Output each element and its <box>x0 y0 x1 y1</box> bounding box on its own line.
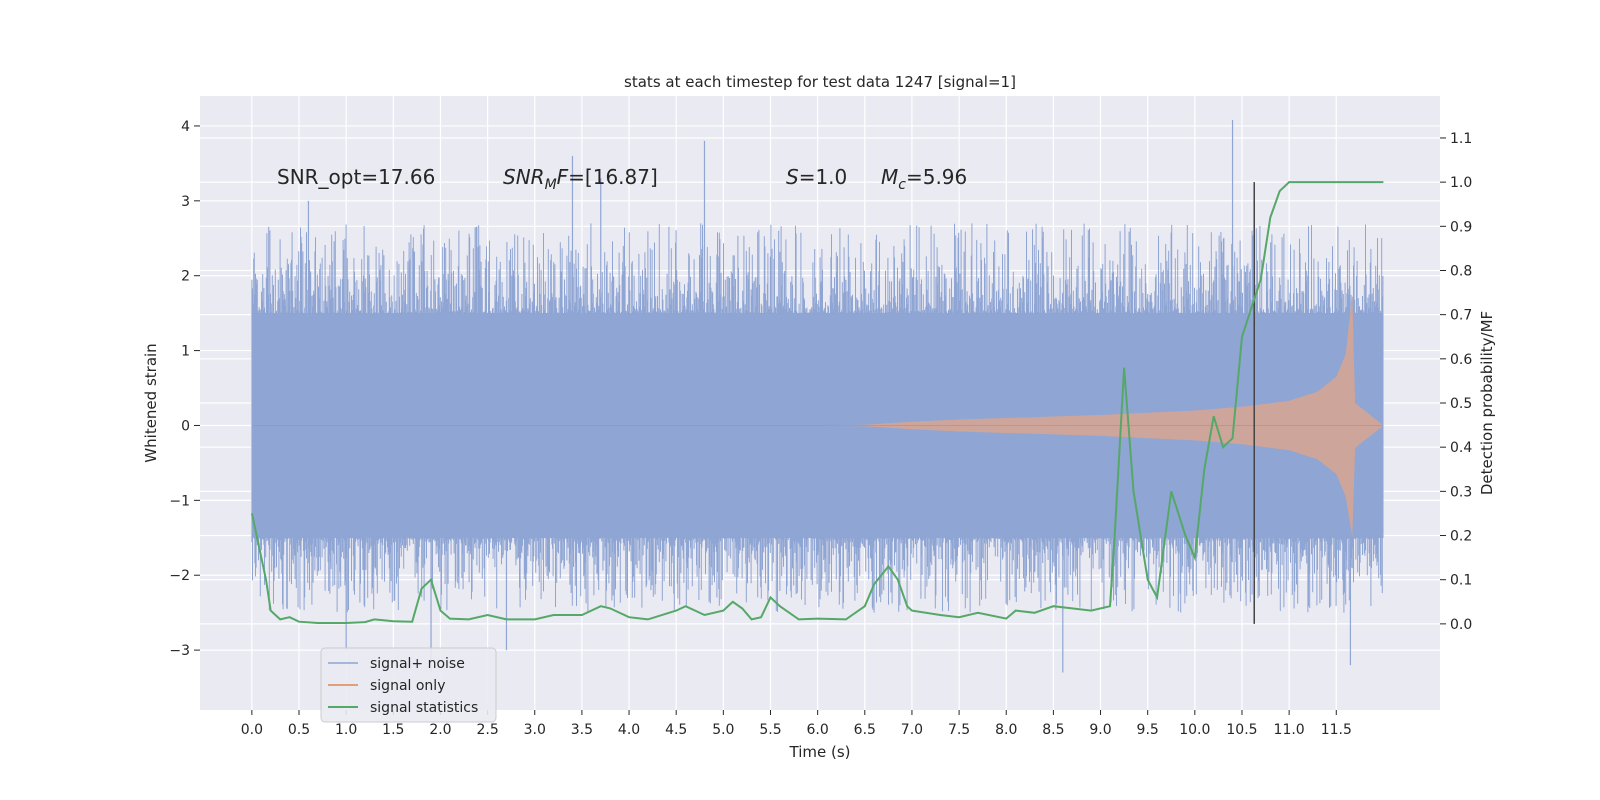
x-tick-label: 3.5 <box>571 722 593 738</box>
x-tick-label: 3.0 <box>524 722 546 738</box>
annotation-snr-opt: SNR_opt=17.66 <box>277 165 435 189</box>
x-tick-label: 11.0 <box>1274 722 1305 738</box>
y2-tick-label: 0.0 <box>1450 617 1472 633</box>
y2-tick-label: 0.5 <box>1450 396 1472 412</box>
y-tick-label: −3 <box>169 643 190 659</box>
y-tick-label: 0 <box>181 418 190 434</box>
legend: signal+ noise signal only signal statistic… <box>320 647 497 723</box>
x-tick-label: 2.5 <box>476 722 498 738</box>
x-tick-label: 5.5 <box>759 722 781 738</box>
y2-tick-label: 0.8 <box>1450 263 1472 279</box>
y-axis-title: Whitened strain <box>142 343 160 462</box>
x-tick-label: 4.0 <box>618 722 640 738</box>
y2-tick-label: 1.1 <box>1450 131 1472 147</box>
y-tick-label: 4 <box>181 119 190 135</box>
legend-label: signal only <box>370 678 445 694</box>
y2-tick-label: 0.7 <box>1450 308 1472 324</box>
legend-label: signal+ noise <box>370 656 465 672</box>
x-tick-label: 11.5 <box>1321 722 1352 738</box>
x-tick-label: 8.0 <box>995 722 1017 738</box>
y2-tick-label: 0.4 <box>1450 440 1472 456</box>
x-tick-label: 6.5 <box>854 722 876 738</box>
y-tick-label: 3 <box>181 194 190 210</box>
chart-title: stats at each timestep for test data 124… <box>624 73 1016 91</box>
x-axis-title: Time (s) <box>789 743 851 761</box>
y-axis-ticks: −3 −2 −1 0 1 2 3 4 <box>169 119 200 659</box>
annotation-snr-mf: SNRMF=[16.87] <box>503 165 658 193</box>
y2-tick-label: 0.1 <box>1450 573 1472 589</box>
x-tick-label: 7.5 <box>948 722 970 738</box>
x-axis-ticks: 0.0 0.5 1.0 1.5 2.0 2.5 3.0 3.5 4.0 4.5 5.0 5.5 6.0 6… <box>241 710 1352 738</box>
y-tick-label: 2 <box>181 269 190 285</box>
signal-envelope <box>251 294 1384 537</box>
x-tick-label: 0.0 <box>241 722 263 738</box>
statistic-line <box>250 181 1384 624</box>
annotation-mc: Mc=5.96 <box>881 165 967 193</box>
y2-tick-label: 0.3 <box>1450 484 1472 500</box>
statistic-series <box>250 181 1384 624</box>
y2-tick-label: 0.6 <box>1450 352 1472 368</box>
x-tick-label: 7.0 <box>901 722 923 738</box>
y-tick-label: −1 <box>169 493 190 509</box>
x-tick-label: 8.5 <box>1042 722 1064 738</box>
y-tick-label: −2 <box>169 568 190 584</box>
legend-box <box>320 647 497 723</box>
signal-series <box>251 294 1384 537</box>
x-tick-label: 1.5 <box>382 722 404 738</box>
y-tick-label: 1 <box>181 344 190 360</box>
x-tick-label: 4.5 <box>665 722 687 738</box>
x-tick-label: 5.0 <box>712 722 734 738</box>
annotation-s: S=1.0 <box>786 165 847 189</box>
y2-tick-label: 0.2 <box>1450 529 1472 545</box>
y2-axis-title: Detection probability/MF <box>1478 311 1496 495</box>
x-tick-label: 6.0 <box>807 722 829 738</box>
y2-tick-label: 1.0 <box>1450 175 1472 191</box>
x-tick-label: 9.0 <box>1089 722 1111 738</box>
legend-label: signal statistics <box>370 700 478 716</box>
x-tick-label: 2.0 <box>429 722 451 738</box>
x-tick-label: 0.5 <box>288 722 310 738</box>
x-tick-label: 10.5 <box>1226 722 1257 738</box>
x-tick-label: 9.5 <box>1137 722 1159 738</box>
x-tick-label: 1.0 <box>335 722 357 738</box>
x-tick-label: 10.0 <box>1179 722 1210 738</box>
y2-tick-label: 0.9 <box>1450 219 1472 235</box>
y2-axis-ticks: 0.0 0.1 0.2 0.3 0.4 0.5 0.6 0.7 0.8 0.9 1.0 1.1 <box>1440 131 1472 633</box>
